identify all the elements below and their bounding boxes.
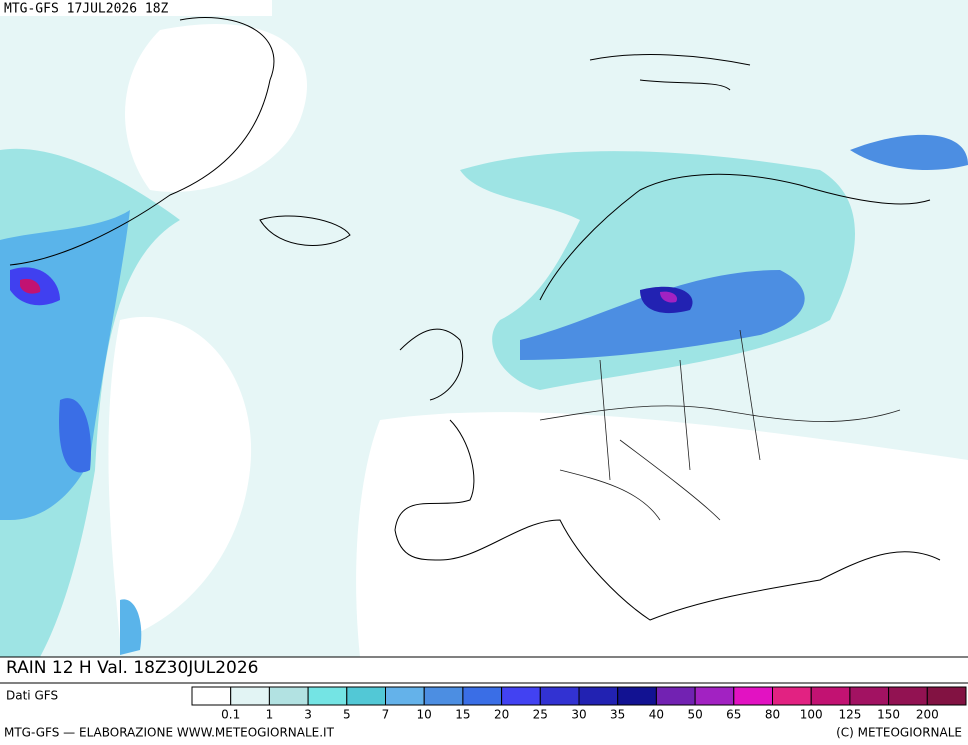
legend-swatch [888,686,928,706]
legend-label: 10 [417,708,432,722]
coastline [539,173,931,301]
legend-swatch [268,686,309,706]
legend-swatch [694,686,735,706]
border [539,329,901,521]
legend-swatch [423,686,464,706]
rain-free-area [125,24,308,192]
coastline [589,54,751,91]
rain-free-area [356,412,968,657]
legend-swatch [617,686,657,706]
legend-label: 150 [877,708,900,722]
coastline [9,17,275,266]
legend-label: 35 [610,708,625,722]
legend-swatch [926,686,967,706]
legend: 0.1 1 3 5 7 10 15 20 25 30 35 40 50 65 80 100 125 150 200 [191,686,967,722]
header: MTG-GFS 17JUL2026 18Z [4,2,169,17]
rain-core [660,291,678,303]
legend-label: 1 [266,708,274,722]
rain-core [59,398,91,473]
legend-label: 15 [455,708,470,722]
legend-label: 40 [649,708,664,722]
legend-label: 5 [343,708,351,722]
map: MTG-GFS 17JUL2026 18Z [0,0,968,683]
source: Dati GFS [6,689,58,703]
footer-left: MTG-GFS — ELABORAZIONE WWW.METEOGIORNALE… [4,726,335,740]
legend-swatch [385,686,425,706]
rain-core [20,278,41,294]
legend-label: 200 [916,708,939,722]
legend-swatch [191,686,232,706]
legend-label: 7 [382,708,390,722]
legend-swatch [230,686,270,706]
legend-label: 50 [687,708,702,722]
legend-label: 80 [765,708,780,722]
legend-swatch [462,686,503,706]
legend-label: 30 [571,708,586,722]
legend-label: 65 [726,708,741,722]
header-box [0,0,272,16]
footer-right: (C) METEOGIORNALE [836,726,962,740]
legend-swatch [810,686,851,706]
legend-label: 100 [800,708,823,722]
map-title: RAIN 12 H Val. 18Z30JUL2026 [6,658,258,678]
rain-free-area [108,316,252,640]
legend-label: 0.1 [221,708,240,722]
legend-swatch [578,686,619,706]
legend-swatch [733,686,773,706]
rain-band [520,270,805,360]
legend-swatch [539,686,580,706]
legend-swatch [772,686,812,706]
legend-swatch [346,686,386,706]
rain-band [120,599,142,655]
coastline [394,328,941,621]
rain-band [850,134,968,170]
legend-label: 3 [304,708,312,722]
legend-label: 20 [494,708,509,722]
legend-swatch [501,686,541,706]
legend-swatch [307,686,348,706]
legend-swatch [849,686,890,706]
legend-label: 25 [533,708,548,722]
title-box [0,657,968,683]
legend-swatch [655,686,696,706]
legend-label: 125 [838,708,861,722]
coastline [259,215,351,246]
